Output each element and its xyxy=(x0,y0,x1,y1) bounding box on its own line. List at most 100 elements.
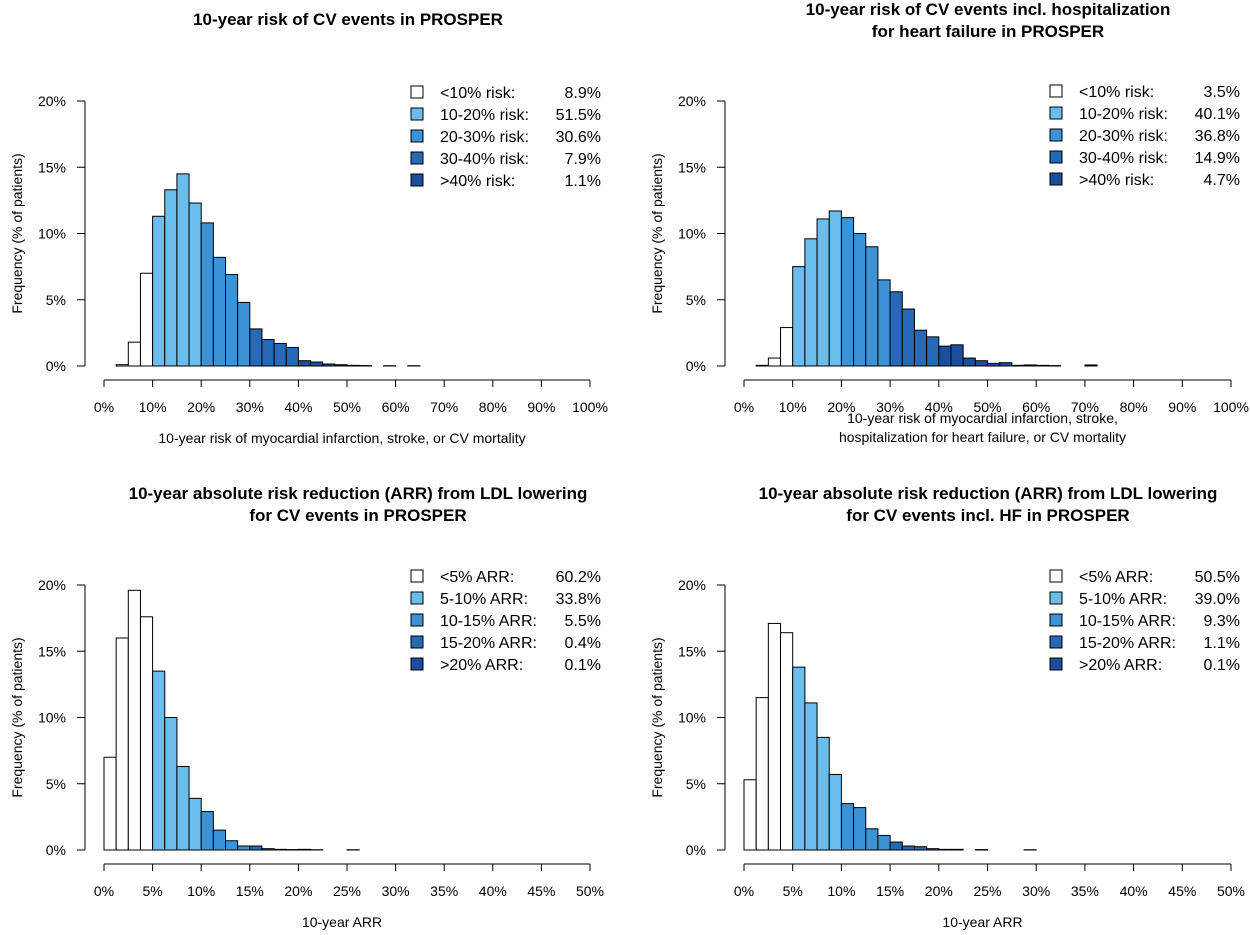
chart-2-legend-value: 40.1% xyxy=(1195,106,1240,123)
chart-3-x-tick-label: 45% xyxy=(527,883,555,899)
chart-2-legend-value: 14.9% xyxy=(1195,150,1240,167)
chart-4-x-tick-label: 20% xyxy=(925,883,953,899)
chart-2-bar xyxy=(1011,364,1025,367)
chart-3-legend-value: 5.5% xyxy=(565,613,601,630)
chart-2-bar xyxy=(987,362,1001,367)
chart-4-title-line: 10-year absolute risk reduction (ARR) fr… xyxy=(759,484,1218,503)
chart-2-legend-swatch xyxy=(1049,150,1063,164)
chart-3-bar xyxy=(127,589,141,851)
chart-1-x-tick-label: 20% xyxy=(187,399,215,415)
chart-4-bar xyxy=(816,736,830,851)
chart-4-bar xyxy=(840,803,855,851)
chart-1-x-tick-label: 80% xyxy=(479,399,507,415)
chart-1-x-tick-label: 0% xyxy=(94,399,114,415)
chart-4-legend-label: 5-10% ARR: xyxy=(1079,591,1167,608)
chart-4-y-tick-label: 10% xyxy=(678,710,706,726)
chart-1-bar xyxy=(176,173,190,367)
chart-4-bar xyxy=(792,666,806,851)
chart-4-x-tick-label: 15% xyxy=(876,883,904,899)
chart-3-x-tick-label: 35% xyxy=(430,883,458,899)
chart-3-x-tick-label: 50% xyxy=(576,883,604,899)
chart-1-legend-value: 7.9% xyxy=(565,151,601,168)
chart-1-x-tick-label: 60% xyxy=(382,399,410,415)
chart-1-legend-label: 10-20% risk: xyxy=(440,107,529,124)
chart-3-legend-label: 5-10% ARR: xyxy=(440,591,528,608)
chart-1-y-tick-label: 15% xyxy=(38,159,66,175)
chart-2-bar xyxy=(804,238,818,367)
chart-2-x-axis-label: hospitalization for heart failure, or CV… xyxy=(839,429,1126,445)
chart-2-bar xyxy=(974,360,989,367)
chart-2-bar xyxy=(889,291,903,367)
chart-1-x-tick-label: 40% xyxy=(284,399,312,415)
chart-4-x-axis-label: 10-year ARR xyxy=(942,914,1022,930)
chart-4-legend-label: 10-15% ARR: xyxy=(1079,613,1176,630)
chart-3-bar xyxy=(249,845,263,851)
chart-4-y-tick-label: 20% xyxy=(678,577,706,593)
chart-2-bar xyxy=(999,362,1013,367)
chart-3-x-tick-label: 0% xyxy=(94,883,114,899)
chart-4-bar xyxy=(950,848,964,851)
chart-2-x-tick-label: 80% xyxy=(1120,399,1148,415)
chart-3-x-tick-label: 15% xyxy=(236,883,264,899)
chart-3-y-tick-label: 10% xyxy=(38,710,66,726)
chart-3-bar xyxy=(115,637,129,851)
chart-3-bar xyxy=(237,845,251,851)
chart-2-bar xyxy=(792,266,806,367)
chart-2-bar xyxy=(938,345,952,367)
chart-3-bar xyxy=(261,848,275,851)
chart-4-legend-value: 9.3% xyxy=(1204,613,1240,630)
chart-1-bar xyxy=(152,215,166,367)
chart-4-x-tick-label: 35% xyxy=(1071,883,1099,899)
chart-2-y-tick-label: 20% xyxy=(678,93,706,109)
chart-1-bar xyxy=(322,363,336,367)
chart-4-x-tick-label: 45% xyxy=(1168,883,1196,899)
chart-1-legend-swatch xyxy=(410,173,424,187)
chart-1-legend-value: 30.6% xyxy=(556,129,601,146)
chart-2-legend-swatch xyxy=(1049,84,1063,98)
chart-2-y-tick-label: 15% xyxy=(678,159,706,175)
chart-2-x-tick-label: 10% xyxy=(779,399,807,415)
chart-2-x-tick-label: 50% xyxy=(973,399,1001,415)
chart-1-legend-value: 8.9% xyxy=(565,85,601,102)
chart-3-x-tick-label: 40% xyxy=(479,883,507,899)
chart-2-bar xyxy=(1023,364,1037,367)
chart-4-legend-swatch xyxy=(1049,635,1063,649)
chart-4-bar xyxy=(804,702,818,851)
chart-4-y-tick-label: 0% xyxy=(686,842,706,858)
chart-3-bar xyxy=(139,616,154,851)
chart-2-bar xyxy=(926,336,940,367)
chart-1-legend-swatch xyxy=(410,85,424,99)
chart-1-y-tick-label: 20% xyxy=(38,93,66,109)
chart-1-x-axis-label: 10-year risk of myocardial infarction, s… xyxy=(158,430,525,446)
chart-3-legend-swatch xyxy=(410,569,424,583)
chart-1-bar xyxy=(188,202,202,367)
chart-2-bar xyxy=(780,327,794,367)
chart-2-bar xyxy=(840,217,855,367)
chart-4-bar xyxy=(889,841,903,851)
chart-3-bar xyxy=(273,848,287,851)
chart-1-bar xyxy=(139,272,154,367)
chart-1-x-tick-label: 30% xyxy=(236,399,264,415)
chart-3-y-tick-label: 0% xyxy=(46,842,66,858)
chart-1-y-tick-label: 10% xyxy=(38,226,66,242)
chart-2-bar xyxy=(755,364,769,367)
chart-4-legend-swatch xyxy=(1049,591,1063,605)
chart-3-bar xyxy=(225,840,239,851)
chart-1-bar xyxy=(225,274,239,367)
chart-2-legend-label: 10-20% risk: xyxy=(1079,106,1168,123)
chart-4-bar xyxy=(865,828,879,851)
chart-3-legend-label: <5% ARR: xyxy=(440,569,514,586)
chart-4-legend-label: <5% ARR: xyxy=(1079,569,1153,586)
chart-2-y-tick-label: 10% xyxy=(678,226,706,242)
chart-3-bar xyxy=(188,797,202,851)
chart-4-x-tick-label: 10% xyxy=(827,883,855,899)
chart-1-bar xyxy=(273,342,287,367)
chart-2-bar xyxy=(1035,364,1049,367)
chart-4-bar xyxy=(901,845,915,851)
chart-1-x-tick-label: 100% xyxy=(572,399,608,415)
chart-2-legend-value: 36.8% xyxy=(1195,128,1240,145)
chart-3-legend-value: 0.4% xyxy=(565,635,601,652)
chart-2-y-tick-label: 0% xyxy=(686,358,706,374)
chart-4-y-tick-label: 5% xyxy=(686,776,706,792)
chart-2-legend-label: >40% risk: xyxy=(1079,172,1154,189)
